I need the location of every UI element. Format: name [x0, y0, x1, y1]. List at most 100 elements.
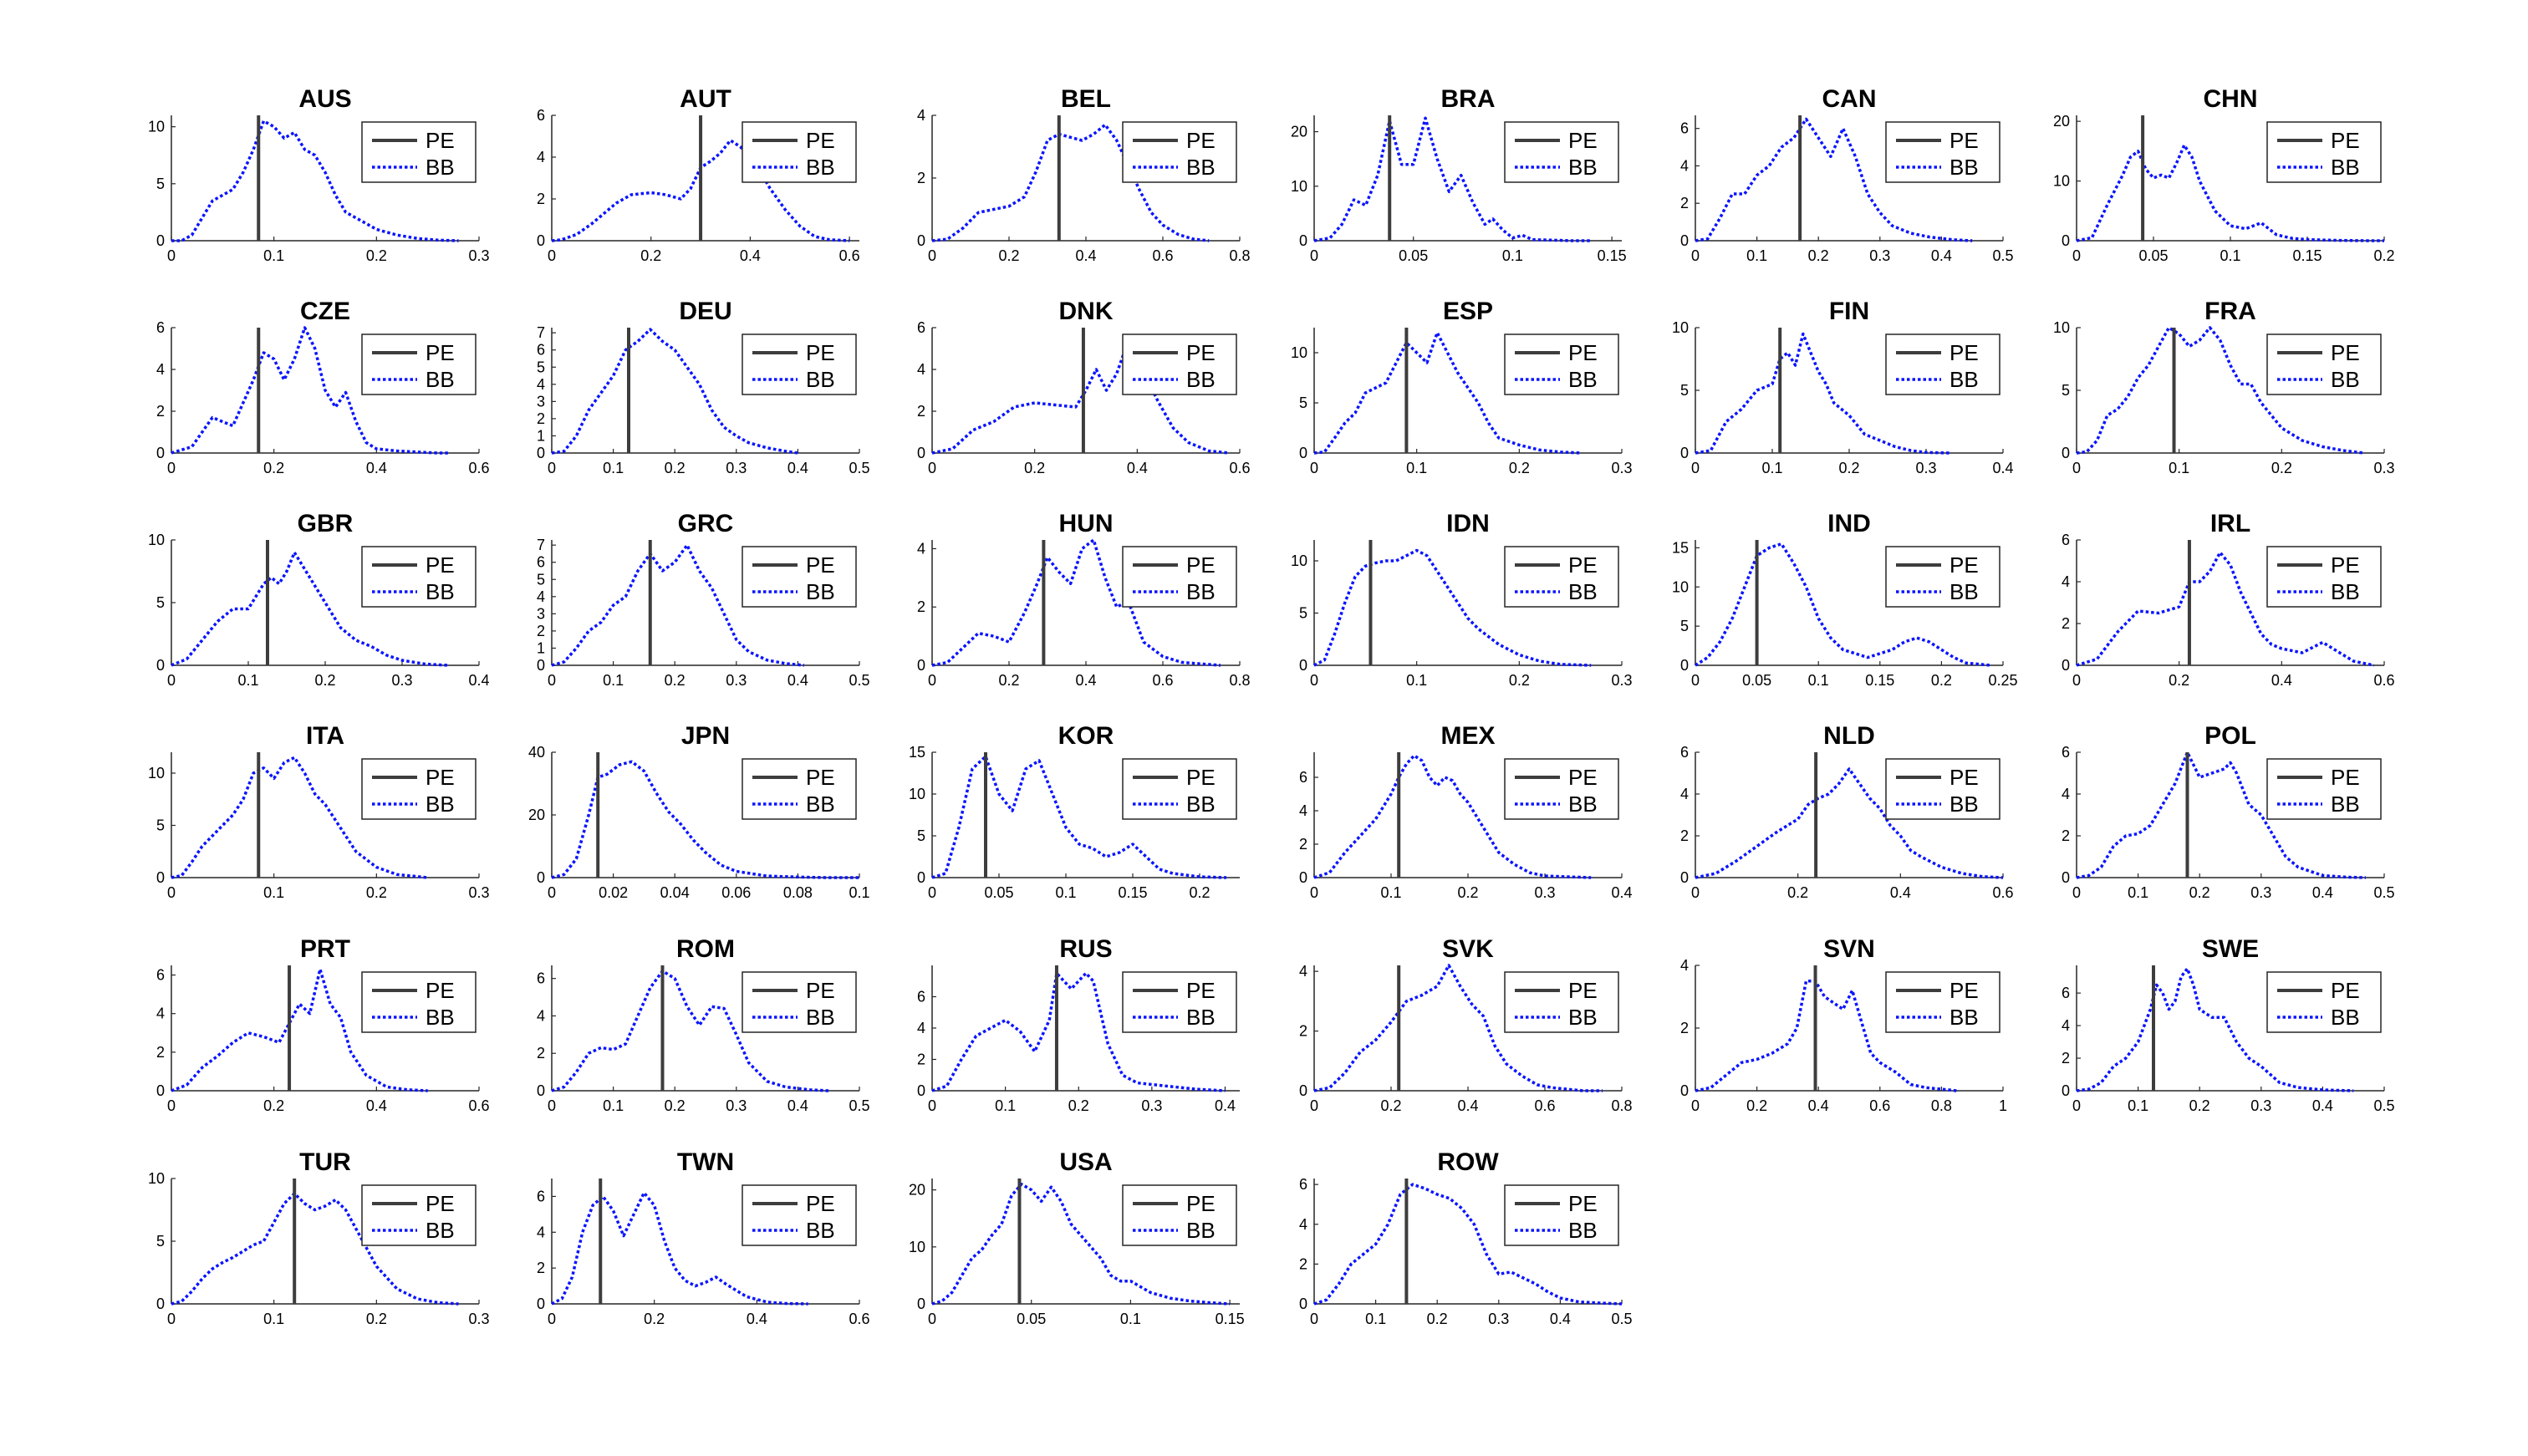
- x-tick-label: 0.4: [1457, 1097, 1478, 1114]
- legend-bb-label: BB: [1186, 1218, 1216, 1243]
- y-tick-label: 0: [156, 232, 165, 249]
- x-tick-label: 0.1: [1055, 884, 1076, 901]
- y-tick-label: 4: [1299, 963, 1307, 980]
- y-tick-label: 10: [1672, 319, 1689, 336]
- x-tick-label: 0.1: [1380, 884, 1401, 901]
- x-tick-label: 0.5: [849, 460, 869, 476]
- x-tick-label: 0: [2072, 672, 2081, 689]
- legend-bb-label: BB: [426, 579, 455, 604]
- x-tick-label: 0.2: [2189, 884, 2210, 901]
- x-tick-label: 0.1: [1365, 1311, 1386, 1327]
- x-tick-label: 0.4: [1075, 672, 1096, 689]
- legend-box: [1122, 971, 1237, 1033]
- y-tick-label: 5: [156, 1233, 165, 1250]
- y-tick-label: 5: [156, 176, 165, 192]
- x-tick-label: 0.3: [1869, 247, 1890, 264]
- x-tick-label: 0: [1310, 460, 1318, 476]
- panel-title: HUN: [1059, 510, 1114, 537]
- legend-bb-label: BB: [426, 155, 455, 180]
- x-tick-label: 0.05: [984, 884, 1013, 901]
- x-tick-label: 0.1: [1746, 247, 1767, 264]
- x-tick-label: 0.3: [726, 460, 747, 476]
- y-tick-label: 0: [917, 1082, 925, 1099]
- x-tick-label: 0.2: [644, 1311, 665, 1327]
- legend-box: [2266, 546, 2382, 608]
- y-tick-label: 2: [1299, 1255, 1307, 1272]
- x-tick-label: 0.2: [1024, 460, 1045, 476]
- legend-pe-label: PE: [1950, 765, 1979, 790]
- y-tick-label: 0: [537, 869, 545, 886]
- x-tick-label: 0.2: [1746, 1097, 1767, 1114]
- y-tick-label: 6: [537, 107, 545, 124]
- legend-pe-label: PE: [1568, 552, 1598, 578]
- y-tick-label: 10: [2053, 173, 2070, 190]
- legend-bb-label: BB: [1950, 367, 1979, 392]
- x-tick-label: 0: [548, 1311, 556, 1327]
- bb-density-line: [2076, 751, 2366, 879]
- x-tick-label: 0.6: [1992, 884, 2013, 901]
- legend-pe-label: PE: [2331, 552, 2360, 578]
- x-tick-label: 0: [1310, 884, 1318, 901]
- legend-bb-label: BB: [806, 367, 835, 392]
- x-tick-label: 0.2: [2271, 460, 2292, 476]
- y-tick-label: 5: [156, 594, 165, 611]
- legend-bb-label: BB: [806, 792, 835, 817]
- legend-bb-label: BB: [1950, 155, 1979, 180]
- y-tick-label: 5: [1680, 618, 1689, 634]
- y-tick-label: 6: [2062, 985, 2070, 1001]
- y-tick-label: 5: [917, 827, 925, 844]
- x-tick-label: 0.1: [2128, 1097, 2148, 1114]
- x-tick-label: 0.2: [263, 1097, 284, 1114]
- panel-title: PRT: [300, 935, 350, 963]
- x-tick-label: 0.6: [2373, 672, 2394, 689]
- legend-box: [2266, 971, 2382, 1033]
- y-tick-label: 4: [537, 149, 545, 165]
- x-tick-label: 0.5: [2373, 1097, 2394, 1114]
- x-tick-label: 0.1: [2169, 460, 2189, 476]
- x-tick-label: 0.2: [366, 1311, 387, 1327]
- legend-pe-label: PE: [1568, 978, 1598, 1003]
- y-tick-label: 0: [156, 1082, 165, 1099]
- x-tick-label: 0.6: [1869, 1097, 1890, 1114]
- x-tick-label: 0.1: [849, 884, 869, 901]
- x-tick-label: 0.3: [1534, 884, 1555, 901]
- x-tick-label: 0: [2072, 460, 2081, 476]
- x-tick-label: 0: [928, 884, 936, 901]
- x-tick-label: 0.1: [1502, 247, 1523, 264]
- x-tick-label: 0: [167, 1311, 176, 1327]
- legend-pe-label: PE: [1568, 128, 1598, 153]
- x-tick-label: 0.4: [1215, 1097, 1236, 1114]
- legend-pe-label: PE: [1568, 765, 1598, 790]
- y-tick-label: 10: [148, 1170, 165, 1187]
- y-tick-label: 2: [917, 598, 925, 615]
- y-tick-label: 0: [1299, 445, 1307, 461]
- y-tick-label: 2: [537, 1260, 545, 1276]
- y-tick-label: 6: [1680, 744, 1689, 761]
- x-tick-label: 0.4: [366, 1097, 387, 1114]
- legend-box: [1885, 121, 2000, 183]
- y-tick-label: 10: [148, 532, 165, 548]
- y-tick-label: 0: [537, 1296, 545, 1312]
- y-tick-label: 6: [537, 554, 545, 571]
- x-tick-label: 0.8: [1611, 1097, 1632, 1114]
- y-tick-label: 4: [1299, 802, 1307, 819]
- y-tick-label: 4: [2062, 1017, 2070, 1034]
- x-tick-label: 0.2: [1427, 1311, 1448, 1327]
- legend-bb-label: BB: [2331, 155, 2360, 180]
- panel-title: TWN: [677, 1148, 734, 1176]
- x-tick-label: 0.4: [2312, 1097, 2333, 1114]
- x-tick-label: 0.1: [263, 884, 284, 901]
- x-tick-label: 0.15: [1118, 884, 1147, 901]
